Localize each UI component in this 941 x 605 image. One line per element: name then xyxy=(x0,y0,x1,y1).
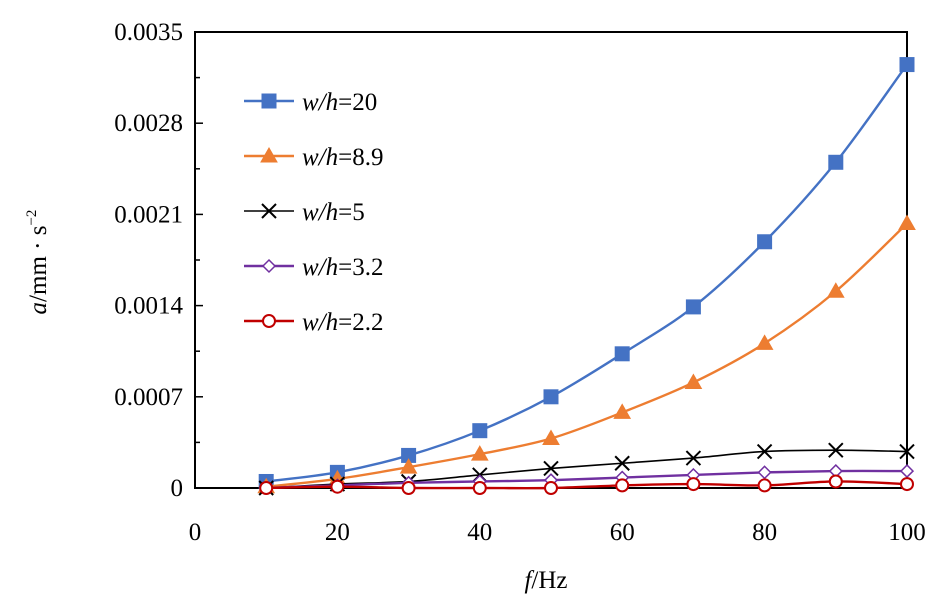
y-axis-title: a/mm · s−2 xyxy=(24,210,52,315)
y-tick-label: 0.0014 xyxy=(114,293,183,320)
data-point xyxy=(613,403,632,419)
data-point xyxy=(543,389,559,405)
x-tick-label: 80 xyxy=(752,519,777,546)
y-tick-label: 0.0028 xyxy=(114,110,183,137)
data-point xyxy=(828,442,844,458)
legend-marker xyxy=(261,203,277,219)
data-point xyxy=(472,423,488,439)
y-tick-label: 0.0021 xyxy=(114,201,183,228)
x-axis: 0 20 40 60 80 100 xyxy=(189,480,926,546)
legend-label: w/h=5 xyxy=(302,199,365,226)
data-point xyxy=(330,479,345,494)
legend-label-var: w/h xyxy=(302,254,338,281)
y-axis: 0 0.0007 0.0014 0.0021 0.0028 0.0035 xyxy=(114,19,203,502)
data-point xyxy=(542,429,560,445)
y-axis-title-exp: −2 xyxy=(24,210,40,226)
data-point xyxy=(757,234,773,250)
data-point xyxy=(685,299,701,315)
data-point xyxy=(899,443,915,460)
series-layer xyxy=(257,57,916,496)
data-point xyxy=(826,282,845,298)
legend-label-var: w/h xyxy=(302,144,338,171)
data-point xyxy=(898,214,916,231)
data-point xyxy=(757,478,772,493)
series-4 xyxy=(259,474,914,495)
series-line xyxy=(266,63,908,483)
y-axis-title-var: a xyxy=(25,302,52,315)
data-point xyxy=(614,455,630,471)
data-point xyxy=(470,445,489,461)
x-tick-label: 40 xyxy=(467,519,492,546)
legend-label: w/h=3.2 xyxy=(302,254,383,281)
legend-label: w/h=20 xyxy=(302,89,377,116)
y-axis-title-unit: /mm · s xyxy=(25,226,52,302)
legend-label-value: =3.2 xyxy=(338,254,383,281)
data-point xyxy=(544,481,558,495)
legend-label: w/h=8.9 xyxy=(302,144,383,171)
legend-entry: w/h=20 xyxy=(244,89,377,116)
x-tick-label: 20 xyxy=(325,519,350,546)
legend-label-value: =20 xyxy=(338,89,377,116)
x-axis-title-unit: /Hz xyxy=(531,567,567,594)
y-tick-label: 0.0035 xyxy=(114,19,183,46)
legend: w/h=20w/h=8.9w/h=5w/h=3.2w/h=2.2 xyxy=(244,89,383,336)
data-point xyxy=(828,154,844,170)
series-1 xyxy=(257,214,916,494)
series-line xyxy=(266,469,908,490)
x-axis-title-var: f xyxy=(524,567,534,594)
data-point xyxy=(756,443,773,460)
legend-label-value: =8.9 xyxy=(338,144,383,171)
legend-entry: w/h=2.2 xyxy=(244,309,383,336)
legend-label: w/h=2.2 xyxy=(302,309,383,336)
data-point xyxy=(472,481,487,495)
legend-label-var: w/h xyxy=(302,199,338,226)
x-tick-label: 0 xyxy=(189,519,202,546)
series-line xyxy=(266,222,908,488)
data-point xyxy=(686,477,701,492)
data-point xyxy=(615,478,630,493)
y-tick-label: 0 xyxy=(171,475,184,502)
data-point xyxy=(757,465,772,480)
legend-marker xyxy=(261,93,277,109)
legend-entry: w/h=3.2 xyxy=(244,254,383,281)
legend-label-var: w/h xyxy=(302,309,338,336)
data-point xyxy=(899,57,915,73)
data-point xyxy=(543,460,559,477)
data-point xyxy=(399,458,418,474)
data-point xyxy=(900,477,914,492)
legend-marker xyxy=(262,314,276,328)
legend-label-value: =5 xyxy=(338,199,365,226)
legend-entry: w/h=8.9 xyxy=(244,144,383,171)
data-point xyxy=(684,373,703,389)
data-point xyxy=(685,450,702,466)
x-axis-title: f/Hz xyxy=(524,567,567,594)
legend-label-var: w/h xyxy=(302,89,338,116)
legend-marker xyxy=(261,258,277,274)
x-tick-label: 60 xyxy=(610,519,635,546)
data-point xyxy=(259,481,274,495)
legend-marker xyxy=(260,146,278,163)
data-point xyxy=(828,474,843,489)
legend-entry: w/h=5 xyxy=(244,199,365,226)
data-point xyxy=(401,481,416,495)
series-line xyxy=(266,480,908,490)
x-tick-label: 100 xyxy=(888,519,926,546)
data-point xyxy=(899,464,915,479)
legend-label-value: =2.2 xyxy=(338,309,383,336)
data-point xyxy=(614,346,630,362)
y-tick-label: 0.0007 xyxy=(114,384,183,411)
data-point xyxy=(755,334,774,350)
